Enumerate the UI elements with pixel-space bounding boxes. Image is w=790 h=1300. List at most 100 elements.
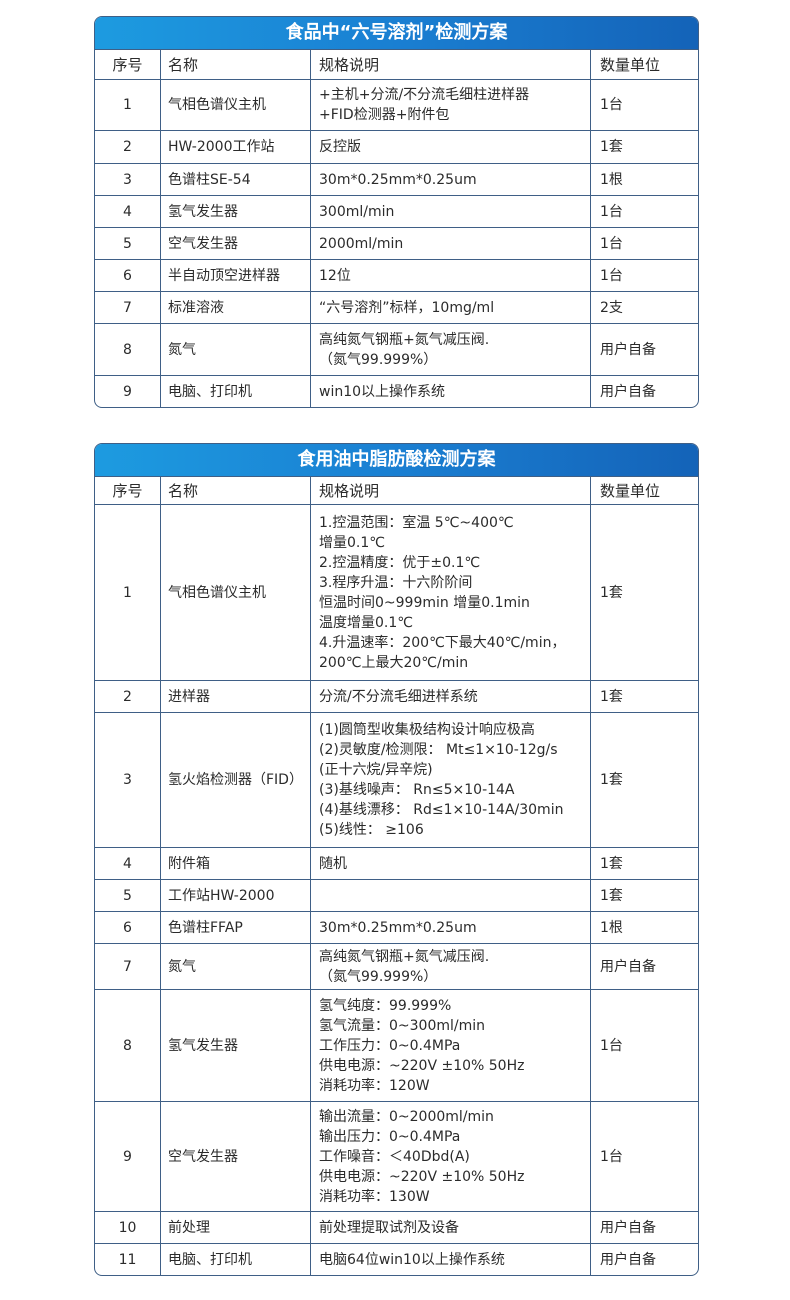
cell-name: 气相色谱仪主机 — [160, 505, 310, 680]
cell-index: 4 — [123, 203, 132, 220]
cell-quantity: 用户自备 — [590, 324, 698, 375]
cell-quantity: 1根 — [590, 912, 698, 943]
header-quantity: 数量单位 — [590, 50, 698, 79]
cell-spec: 2000ml/min — [310, 228, 590, 259]
table-row: 10 前处理 前处理提取试剂及设备 用户自备 — [95, 1211, 698, 1243]
header-spec: 规格说明 — [310, 477, 590, 504]
cell-index: 8 — [123, 1037, 132, 1054]
cell-spec: 高纯氮气钢瓶+氮气减压阀. （氮气99.999%） — [310, 324, 590, 375]
cell-index: 6 — [123, 267, 132, 284]
table-row: 11 电脑、打印机 电脑64位win10以上操作系统 用户自备 — [95, 1243, 698, 1275]
header-index: 序号 — [112, 481, 143, 500]
table-title: 食用油中脂肪酸检测方案 — [95, 444, 698, 476]
cell-name: 氮气 — [160, 944, 310, 989]
cell-quantity: 1套 — [590, 681, 698, 712]
cell-quantity: 1套 — [590, 131, 698, 163]
cell-spec: 30m*0.25mm*0.25um — [310, 164, 590, 195]
header-name: 名称 — [160, 477, 310, 504]
cell-quantity: 1套 — [590, 505, 698, 680]
table-row: 2 进样器 分流/不分流毛细进样系统 1套 — [95, 680, 698, 712]
cell-index: 9 — [123, 1148, 132, 1165]
header-name: 名称 — [160, 50, 310, 79]
cell-spec: 30m*0.25mm*0.25um — [310, 912, 590, 943]
cell-name: 空气发生器 — [160, 228, 310, 259]
cell-spec: “六号溶剂”标样，10mg/ml — [310, 292, 590, 323]
table-row: 9 空气发生器 输出流量：0~2000ml/min 输出压力：0~0.4MPa 工作… — [95, 1101, 698, 1211]
table-row: 3 氢火焰检测器（FID） (1)圆筒型收集极结构设计响应极高 (2)灵敏度/检测限… — [95, 712, 698, 847]
cell-name: 空气发生器 — [160, 1102, 310, 1211]
header-index: 序号 — [112, 55, 143, 74]
table-row: 7 氮气 高纯氮气钢瓶+氮气减压阀. （氮气99.999%） 用户自备 — [95, 943, 698, 989]
cell-name: 氢气发生器 — [160, 196, 310, 227]
table-row: 8 氮气 高纯氮气钢瓶+氮气减压阀. （氮气99.999%） 用户自备 — [95, 323, 698, 375]
cell-spec: 氢气纯度：99.999% 氢气流量：0~300ml/min 工作压力：0~0.4… — [310, 990, 590, 1101]
cell-index: 1 — [123, 584, 132, 601]
cell-index: 6 — [123, 919, 132, 936]
cell-quantity: 1台 — [590, 80, 698, 130]
cell-spec: 反控版 — [310, 131, 590, 163]
cell-spec: +主机+分流/不分流毛细柱进样器 +FID检测器+附件包 — [310, 80, 590, 130]
cell-index: 11 — [118, 1251, 137, 1268]
cell-spec: 1.控温范围：室温 5℃~400℃ 增量0.1℃ 2.控温精度：优于±0.1℃ … — [310, 505, 590, 680]
cell-name: 气相色谱仪主机 — [160, 80, 310, 130]
header-quantity: 数量单位 — [590, 477, 698, 504]
cell-spec: 输出流量：0~2000ml/min 输出压力：0~0.4MPa 工作噪音：＜40… — [310, 1102, 590, 1211]
cell-quantity: 2支 — [590, 292, 698, 323]
cell-name: 氮气 — [160, 324, 310, 375]
cell-index: 8 — [123, 341, 132, 358]
table-row: 4 附件箱 随机 1套 — [95, 847, 698, 879]
cell-index: 2 — [123, 139, 132, 155]
table-hexane-solvent-plan: 食品中“六号溶剂”检测方案 序号 名称 规格说明 数量单位 1 气相色谱仪主机 +主机+分流/… — [94, 16, 699, 408]
cell-index: 5 — [123, 887, 132, 904]
cell-spec: 300ml/min — [310, 196, 590, 227]
cell-name: HW-2000工作站 — [160, 131, 310, 163]
header-row: 序号 名称 规格说明 数量单位 — [95, 476, 698, 504]
cell-name: 电脑、打印机 — [160, 1244, 310, 1275]
table-row: 5 空气发生器 2000ml/min 1台 — [95, 227, 698, 259]
cell-index: 5 — [123, 235, 132, 252]
cell-quantity: 用户自备 — [590, 376, 698, 407]
cell-name: 进样器 — [160, 681, 310, 712]
header-spec: 规格说明 — [310, 50, 590, 79]
table-row: 6 半自动顶空进样器 12位 1台 — [95, 259, 698, 291]
cell-index: 7 — [123, 958, 132, 975]
cell-name: 电脑、打印机 — [160, 376, 310, 407]
cell-quantity: 1台 — [590, 990, 698, 1101]
table-row: 4 氢气发生器 300ml/min 1台 — [95, 195, 698, 227]
cell-name: 色谱柱FFAP — [160, 912, 310, 943]
cell-name: 色谱柱SE-54 — [160, 164, 310, 195]
cell-index: 1 — [123, 97, 132, 113]
cell-name: 半自动顶空进样器 — [160, 260, 310, 291]
table-row: 3 色谱柱SE-54 30m*0.25mm*0.25um 1根 — [95, 163, 698, 195]
cell-quantity: 1套 — [590, 848, 698, 879]
cell-quantity: 用户自备 — [590, 944, 698, 989]
table-row: 2 HW-2000工作站 反控版 1套 — [95, 130, 698, 163]
cell-index: 7 — [123, 299, 132, 316]
cell-index: 4 — [123, 855, 132, 872]
cell-quantity: 1套 — [590, 713, 698, 847]
cell-spec: (1)圆筒型收集极结构设计响应极高 (2)灵敏度/检测限： Mt≤1×10-12… — [310, 713, 590, 847]
cell-quantity: 用户自备 — [590, 1212, 698, 1243]
cell-name: 氢火焰检测器（FID） — [160, 713, 310, 847]
cell-quantity: 1台 — [590, 228, 698, 259]
table-fatty-acid-plan: 食用油中脂肪酸检测方案 序号 名称 规格说明 数量单位 1 气相色谱仪主机 1.控温范围：室温… — [94, 443, 699, 1276]
cell-quantity: 1根 — [590, 164, 698, 195]
cell-name: 工作站HW-2000 — [160, 880, 310, 911]
cell-spec: 随机 — [310, 848, 590, 879]
table-row: 6 色谱柱FFAP 30m*0.25mm*0.25um 1根 — [95, 911, 698, 943]
cell-spec: 前处理提取试剂及设备 — [310, 1212, 590, 1243]
cell-quantity: 1台 — [590, 196, 698, 227]
header-row: 序号 名称 规格说明 数量单位 — [95, 49, 698, 79]
table-title: 食品中“六号溶剂”检测方案 — [95, 17, 698, 49]
table-row: 7 标准溶液 “六号溶剂”标样，10mg/ml 2支 — [95, 291, 698, 323]
table-row: 1 气相色谱仪主机 +主机+分流/不分流毛细柱进样器 +FID检测器+附件包 1台 — [95, 79, 698, 130]
table-row: 8 氢气发生器 氢气纯度：99.999% 氢气流量：0~300ml/min 工作压力… — [95, 989, 698, 1101]
cell-name: 前处理 — [160, 1212, 310, 1243]
cell-spec: 分流/不分流毛细进样系统 — [310, 681, 590, 712]
cell-spec: 12位 — [310, 260, 590, 291]
cell-quantity: 用户自备 — [590, 1244, 698, 1275]
cell-index: 10 — [118, 1219, 137, 1236]
cell-index: 9 — [123, 383, 132, 400]
cell-name: 氢气发生器 — [160, 990, 310, 1101]
cell-spec: win10以上操作系统 — [310, 376, 590, 407]
